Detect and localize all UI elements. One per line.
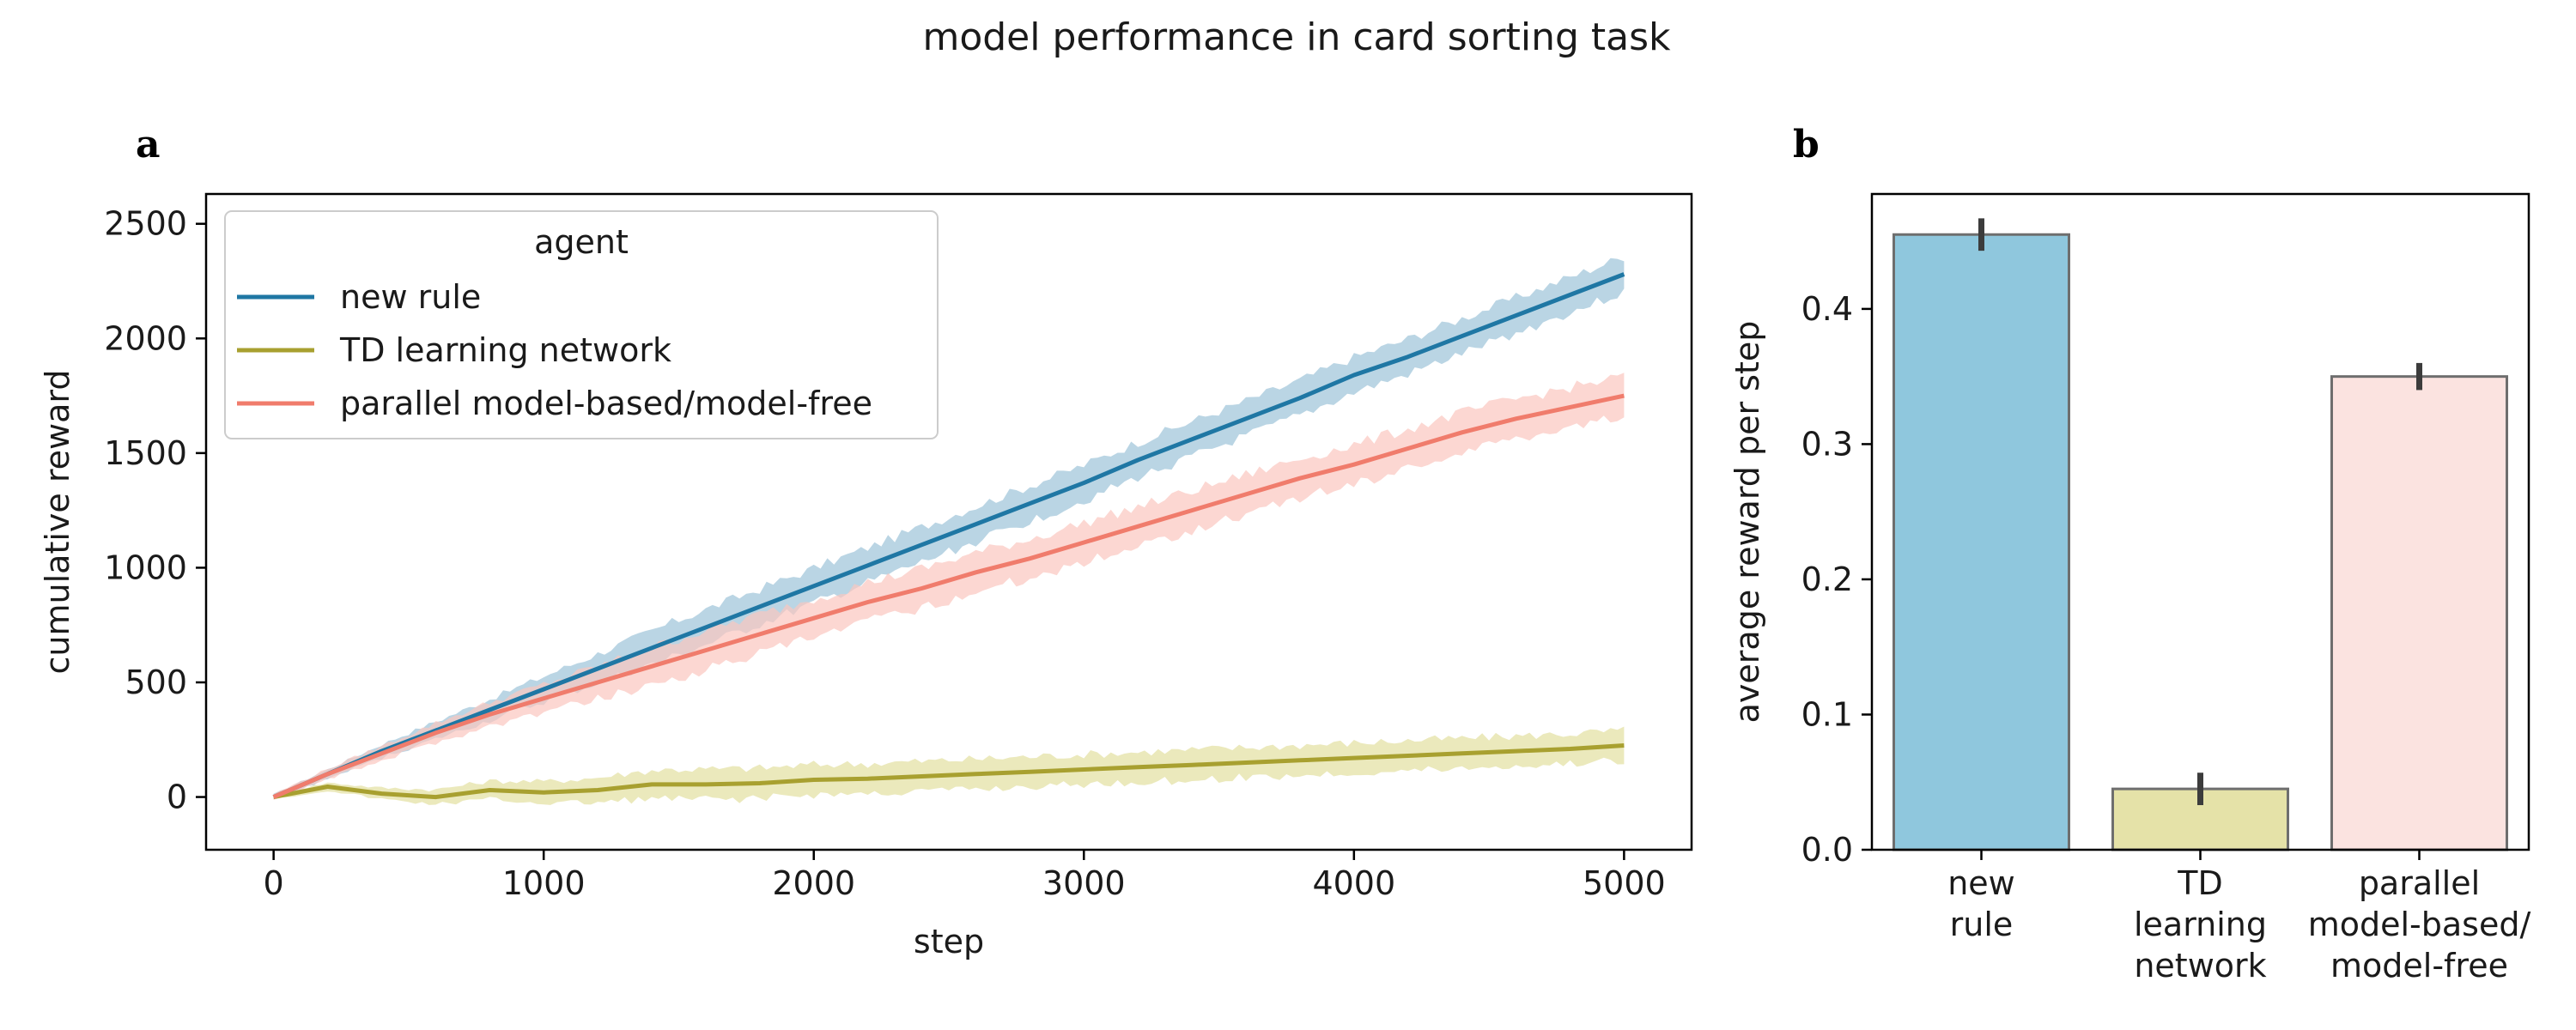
legend: agent new rule TD learning network paralle… [224, 210, 939, 439]
bar-0 [1893, 233, 2070, 851]
figure-title: model performance in card sorting task [922, 15, 1671, 59]
series-line-2 [272, 393, 1625, 799]
panel-a-frame [204, 192, 1693, 851]
y-tick-label-3: 1500 [104, 434, 187, 472]
y-tick-label-2: 1000 [104, 548, 187, 586]
band-1 [273, 726, 1625, 805]
legend-box [224, 210, 939, 439]
b-x-tick-label-2: parallel model-based/model-free [2308, 864, 2531, 985]
band-2 [273, 373, 1625, 800]
series-line-1 [273, 743, 1625, 800]
series-line-0 [272, 272, 1625, 799]
x-tick-label-3: 3000 [1042, 864, 1126, 902]
y-tick-label-5: 2500 [104, 205, 187, 243]
x-tick-label-0: 0 [264, 864, 284, 902]
b-y-tick-label-2: 0.2 [1801, 560, 1853, 598]
legend-label-1: TD learning network [339, 331, 671, 369]
panel-a-y-axis-label: cumulative reward [39, 370, 76, 675]
panel-b-bar-chart: 0.0 0.1 0.2 0.3 0.4 new rule TD learning network… [1728, 192, 2531, 985]
y-tick-label-0: 0 [167, 779, 187, 816]
b-y-tick-label-4: 0.4 [1801, 290, 1853, 328]
bar-2 [2330, 375, 2508, 851]
panel-a-line-chart: 0 1000 2000 3000 4000 5000 0 500 1000 1500 2000 25… [39, 192, 1693, 960]
b-y-tick-label-0: 0.0 [1801, 831, 1853, 869]
x-tick-label-4: 4000 [1312, 864, 1395, 902]
panel-a-x-axis-label: step [914, 923, 984, 960]
b-x-tick-label-1: TD learning network [2134, 864, 2267, 985]
panel-a-label: a [136, 123, 161, 167]
legend-title: agent [534, 223, 629, 261]
b-y-tick-label-1: 0.1 [1801, 695, 1853, 733]
legend-label-2: parallel model-based/model-free [340, 385, 872, 422]
y-tick-label-4: 2000 [104, 319, 187, 357]
y-tick-label-1: 500 [125, 663, 187, 701]
legend-label-0: new rule [340, 278, 481, 316]
b-y-tick-label-3: 0.3 [1801, 425, 1853, 463]
panel-b-label: b [1793, 123, 1820, 167]
panel-b-y-axis-label: average reward per step [1728, 321, 1766, 724]
b-x-tick-label-0: new rule [1947, 864, 2015, 943]
x-tick-label-2: 2000 [772, 864, 855, 902]
panel-b-frame [1870, 192, 2530, 851]
x-tick-label-5: 5000 [1583, 864, 1666, 902]
x-tick-label-1: 1000 [502, 864, 586, 902]
